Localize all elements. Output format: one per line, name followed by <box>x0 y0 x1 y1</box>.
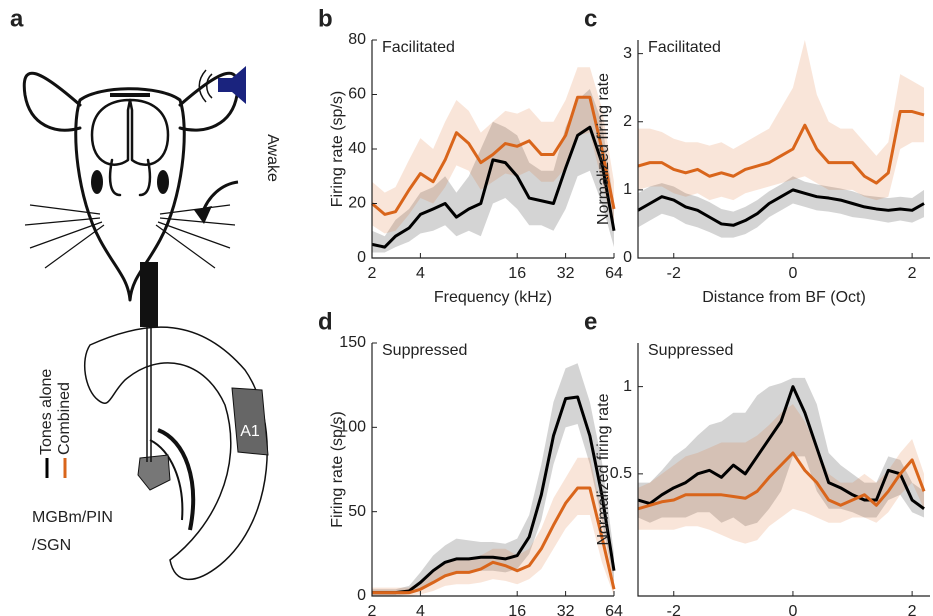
nucleus-label: /SGN <box>32 537 71 554</box>
speaker <box>218 66 246 104</box>
x-tick-label: 4 <box>416 265 425 282</box>
panel-a: a Awake A1 MGBm/PIN /S <box>10 5 281 581</box>
series-line <box>637 385 925 510</box>
legend-label: Combined <box>56 382 73 455</box>
y-axis-label: Normalized firing rate <box>595 393 612 545</box>
y-tick-label: 0.5 <box>610 465 632 482</box>
error-band <box>638 176 925 238</box>
y-tick-label: 60 <box>348 86 366 103</box>
x-tick-label: 0 <box>788 265 797 282</box>
y-tick-label: 1 <box>623 378 632 395</box>
panel-label: d <box>318 308 333 335</box>
error-band <box>638 377 925 527</box>
x-tick-label: 4 <box>416 603 425 616</box>
x-tick-label: 2 <box>908 265 917 282</box>
y-tick-label: 3 <box>623 45 632 62</box>
y-tick-label: 50 <box>348 503 366 520</box>
y-axis-label: Firing rate (sp/s) <box>329 91 346 207</box>
y-axis-label: Firing rate (sp/s) <box>329 411 346 527</box>
series-line <box>371 125 616 249</box>
state-label: Awake <box>264 134 281 182</box>
y-tick-label: 1 <box>623 181 632 198</box>
axis-line <box>637 343 930 597</box>
x-axis-label: Distance from BF (Oct) <box>702 289 866 306</box>
chart-title: Facilitated <box>382 39 455 56</box>
series-line <box>371 95 616 216</box>
panel-label: a <box>10 5 24 32</box>
x-axis-label: Frequency (kHz) <box>434 289 552 306</box>
x-tick-label: 2 <box>368 603 377 616</box>
x-tick-label: 2 <box>368 265 377 282</box>
x-tick-label: -2 <box>667 603 681 616</box>
y-tick-label: 20 <box>348 195 366 212</box>
panel-label: b <box>318 5 333 32</box>
x-tick-label: 2 <box>908 603 917 616</box>
series-line <box>637 110 925 185</box>
y-tick-label: 80 <box>348 31 366 48</box>
chart-title: Facilitated <box>648 39 721 56</box>
chart-title: Suppressed <box>648 342 733 359</box>
mouse-head <box>22 71 240 302</box>
error-band <box>638 40 925 201</box>
y-tick-label: 150 <box>339 334 366 351</box>
chart-title: Suppressed <box>382 342 467 359</box>
panel-label: c <box>584 5 597 32</box>
y-tick-label: 0 <box>357 587 366 604</box>
brain-slice <box>83 262 269 581</box>
x-tick-label: 64 <box>605 603 623 616</box>
error-band <box>638 404 925 544</box>
x-tick-label: 32 <box>557 265 575 282</box>
y-axis-label: Normalized firing rate <box>595 73 612 225</box>
error-band <box>372 363 614 596</box>
legend-label: Tones alone <box>38 369 55 455</box>
nucleus-label: MGBm/PIN <box>32 509 113 526</box>
x-tick-label: 32 <box>557 603 575 616</box>
error-band <box>372 67 614 234</box>
region-label: A1 <box>240 423 260 440</box>
y-tick-label: 100 <box>339 419 366 436</box>
x-tick-label: 0 <box>788 603 797 616</box>
series-line <box>637 188 925 227</box>
x-tick-label: 64 <box>605 265 623 282</box>
series-line <box>372 395 616 595</box>
series-line <box>372 486 616 595</box>
y-tick-label: 2 <box>623 113 632 130</box>
x-tick-label: 16 <box>508 603 526 616</box>
series-line <box>637 451 926 511</box>
y-tick-label: 0 <box>357 249 366 266</box>
x-tick-label: -2 <box>667 265 681 282</box>
y-tick-label: 0 <box>623 249 632 266</box>
error-band <box>372 89 614 253</box>
y-tick-label: 40 <box>348 140 366 157</box>
panel-label: e <box>584 308 597 335</box>
error-band <box>372 457 614 596</box>
x-tick-label: 16 <box>508 265 526 282</box>
